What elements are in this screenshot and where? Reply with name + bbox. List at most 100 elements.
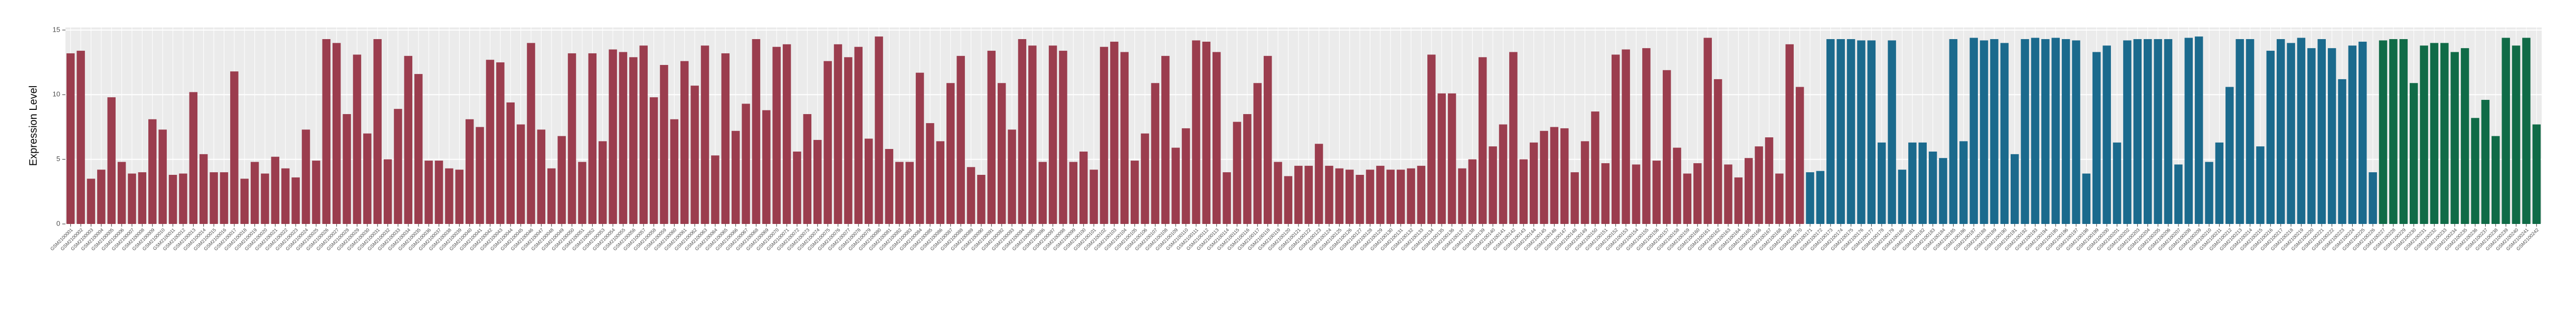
bar [1939,158,1947,224]
bar [2010,154,2019,224]
bar [527,43,535,224]
bar [1335,168,1344,224]
bar [772,46,781,224]
bar [1141,133,1149,224]
bar [1765,137,1774,224]
bar [2502,38,2510,224]
bar [1100,46,1109,224]
bar [1130,161,1139,224]
bar [2287,43,2295,224]
bar [1888,40,1896,224]
bar [578,162,586,224]
bar [2061,39,2070,224]
bar [465,119,474,224]
bar [2409,83,2418,224]
bar [609,49,617,224]
bar [915,72,924,224]
bar [220,172,229,224]
bar [2103,45,2111,224]
bar [2113,142,2122,224]
bar [1591,111,1599,224]
bar [875,36,883,224]
bar [291,177,300,224]
bar [1622,49,1630,224]
bar [721,53,730,224]
bar [394,109,402,224]
bar [2215,142,2224,224]
bar [332,43,341,224]
bar [1795,87,1804,224]
bar [1243,114,1252,224]
bar [2164,39,2173,224]
bar [639,45,648,224]
bar [1120,52,1129,224]
bar [793,151,801,224]
bar [2072,40,2080,224]
bar [2348,45,2357,224]
bar [547,168,556,224]
bar [1785,44,1794,224]
bar [506,102,515,224]
y-axis-title: Expression Level [27,86,39,166]
bar [690,86,699,224]
bar [1233,121,1242,224]
bar [619,52,628,224]
bar [2143,39,2152,224]
bar [1755,146,1763,224]
bar [1008,129,1016,224]
bar [1437,93,1446,224]
bar [1683,173,1692,224]
y-tick-label: 10 [53,90,60,98]
bar [1447,93,1456,224]
bar [516,124,525,224]
bar [1407,168,1415,224]
bar [1857,40,1865,224]
bar [1816,171,1825,224]
bar [1468,159,1477,224]
bar [2338,79,2346,224]
bar [1325,165,1333,224]
bar [261,173,269,224]
bar [210,172,218,224]
y-tick-label: 5 [56,155,60,163]
bar [2327,48,2336,224]
bar [1181,128,1190,224]
bar [936,141,945,224]
bar [87,179,96,224]
bar [148,119,157,224]
bar [363,133,372,224]
bar [1652,161,1661,224]
bar [2359,41,2367,224]
bar [752,39,761,224]
bar [782,44,791,224]
bar [1274,162,1282,224]
bar [1673,147,1681,224]
bar [2123,40,2132,224]
bar [1867,40,1876,224]
bar [2041,39,2050,224]
bar [567,53,576,224]
bar [537,129,546,224]
bar [956,55,965,224]
bar [1529,142,1538,224]
bar [2246,39,2255,224]
bar [2450,52,2459,224]
bar [1980,40,1988,224]
bar [1171,147,1180,224]
bar [1724,164,1732,224]
bar [2307,48,2316,224]
bar [383,159,392,224]
bar [813,139,822,224]
bar [1376,165,1385,224]
bar [1202,41,1211,224]
bar [1151,83,1160,224]
bar [107,97,116,224]
bar [946,83,955,224]
bar [189,92,198,224]
bar [1366,170,1375,224]
bar [1744,158,1753,224]
bar [1079,151,1088,224]
bar [660,64,668,224]
bar [1427,54,1436,224]
bar [2051,38,2060,224]
